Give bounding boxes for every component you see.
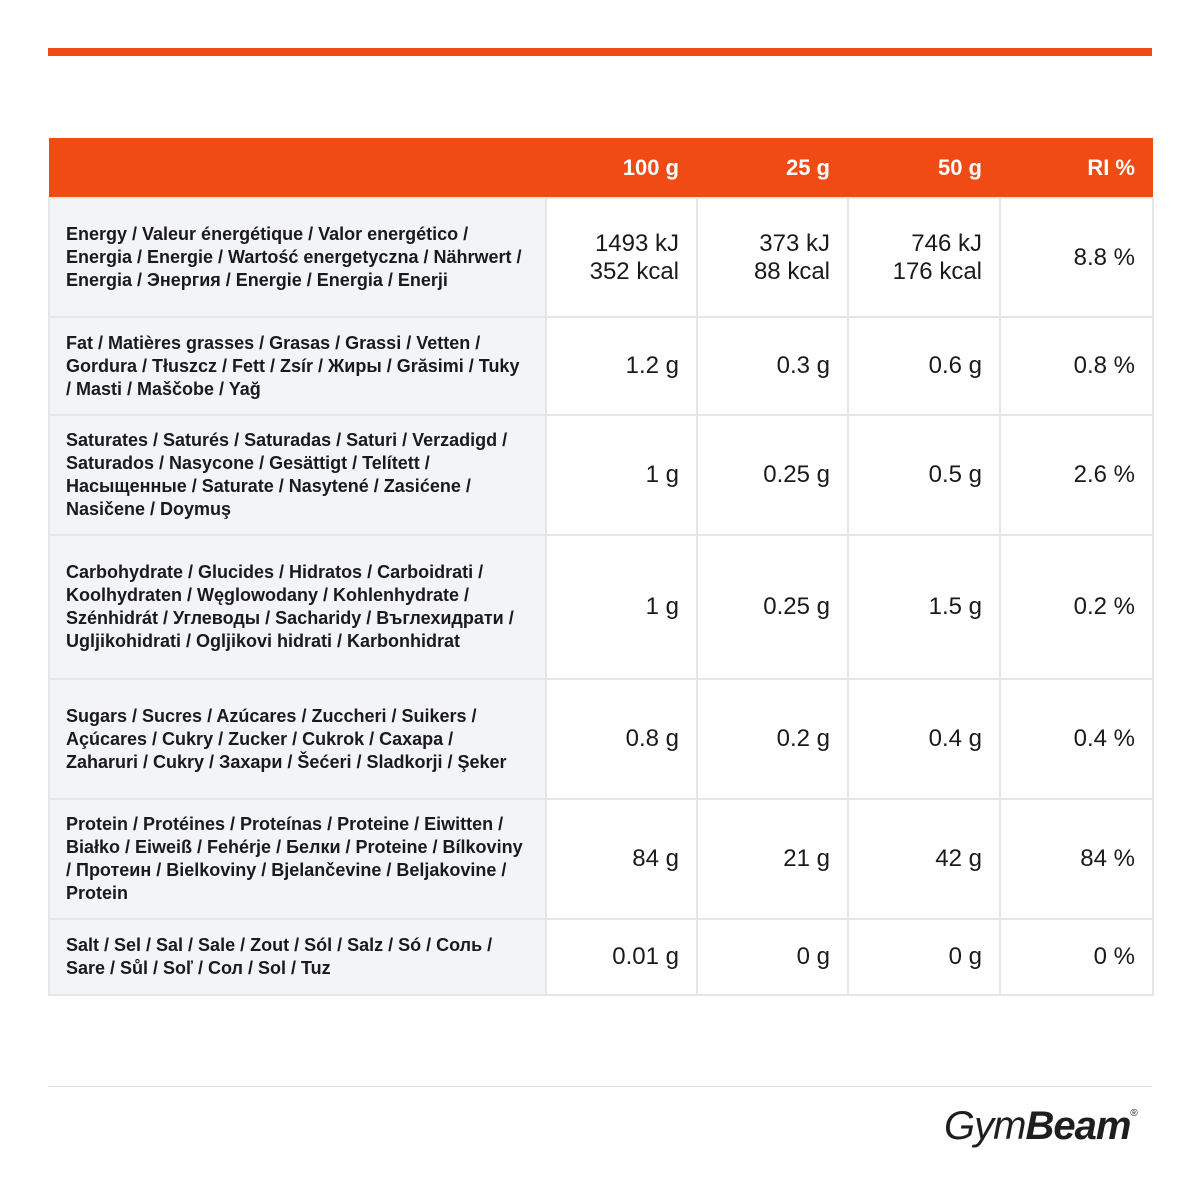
value-25g: 0.3 g [696, 316, 849, 416]
table-row-saturates: Saturates / Saturés / Saturadas / Saturi… [48, 414, 1154, 536]
value-25g: 0 g [696, 918, 849, 996]
value-ri: 84 % [999, 798, 1154, 920]
value-100g: 0.01 g [545, 918, 698, 996]
header-ri: RI % [1087, 154, 1135, 180]
nutrient-label: Carbohydrate / Glucides / Hidratos / Car… [48, 534, 547, 680]
value-100g: 0.8 g [545, 678, 698, 800]
value-50g: 1.5 g [847, 534, 1001, 680]
nutrient-label: Sugars / Sucres / Azúcares / Zuccheri / … [48, 678, 547, 800]
value-ri: 0.8 % [999, 316, 1154, 416]
value-ri: 8.8 % [999, 197, 1154, 318]
value-50g: 0.6 g [847, 316, 1001, 416]
registered-mark: ® [1130, 1108, 1137, 1119]
table-row-sugars: Sugars / Sucres / Azúcares / Zuccheri / … [48, 678, 1154, 800]
value-100g: 1 g [545, 414, 698, 536]
table-header-row: 100 g 25 g 50 g RI % [49, 138, 1153, 198]
value-50g: 0.4 g [847, 678, 1001, 800]
value-25g: 0.25 g [696, 414, 849, 536]
table-row-fat: Fat / Matières grasses / Grasas / Grassi… [48, 316, 1154, 416]
nutrient-label: Salt / Sel / Sal / Sale / Zout / Sól / S… [48, 918, 547, 996]
nutrient-label: Fat / Matières grasses / Grasas / Grassi… [48, 316, 547, 416]
value-ri: 0 % [999, 918, 1154, 996]
value-100g: 1493 kJ 352 kcal [545, 197, 698, 318]
header-25g: 25 g [785, 154, 830, 180]
value-25g: 0.2 g [696, 678, 849, 800]
nutrient-label: Energy / Valeur énergétique / Valor ener… [48, 197, 547, 318]
header-50g: 50 g [937, 154, 982, 180]
value-50g: 42 g [847, 798, 1001, 920]
value-ri: 0.4 % [999, 678, 1154, 800]
value-50g: 0.5 g [847, 414, 1001, 536]
table-row-energy: Energy / Valeur énergétique / Valor ener… [48, 197, 1154, 318]
value-25g: 373 kJ 88 kcal [696, 197, 849, 318]
value-50g: 746 kJ 176 kcal [847, 197, 1001, 318]
table-row-carbohydrate: Carbohydrate / Glucides / Hidratos / Car… [48, 534, 1154, 680]
value-25g: 21 g [696, 798, 849, 920]
value-50g: 0 g [847, 918, 1001, 996]
nutrition-table: 100 g 25 g 50 g RI % Energy / Valeur éne… [48, 138, 1154, 996]
header-100g: 100 g [622, 154, 679, 180]
value-ri: 2.6 % [999, 414, 1154, 536]
gymbeam-logo: GymBeam® [944, 1104, 1152, 1152]
table-row-salt: Salt / Sel / Sal / Sale / Zout / Sól / S… [48, 918, 1154, 996]
table-row-protein: Protein / Protéines / Proteínas / Protei… [48, 798, 1154, 920]
value-100g: 84 g [545, 798, 698, 920]
value-100g: 1.2 g [545, 316, 698, 416]
footer-divider [48, 1086, 1152, 1087]
logo-part-gym: Gym [944, 1104, 1026, 1148]
nutrient-label: Saturates / Saturés / Saturadas / Saturi… [48, 414, 547, 536]
logo-part-beam: Beam [1025, 1104, 1131, 1148]
header-nutrient [49, 138, 546, 198]
value-100g: 1 g [545, 534, 698, 680]
value-25g: 0.25 g [696, 534, 849, 680]
value-ri: 0.2 % [999, 534, 1154, 680]
nutrient-label: Protein / Protéines / Proteínas / Protei… [48, 798, 547, 920]
top-accent-bar [48, 48, 1152, 56]
